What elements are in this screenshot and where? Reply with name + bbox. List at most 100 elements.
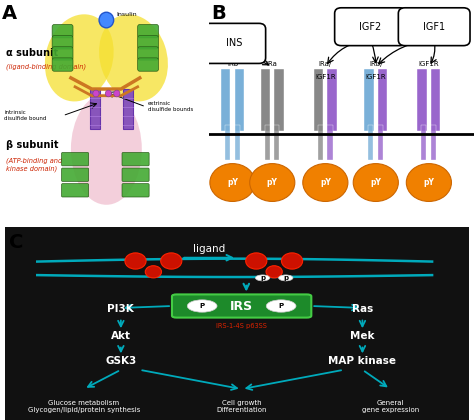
- Text: A: A: [2, 5, 17, 24]
- Text: IRS-1-4S p63SS: IRS-1-4S p63SS: [216, 323, 267, 329]
- Text: pY: pY: [227, 178, 238, 187]
- Bar: [225, 125, 230, 160]
- Text: IGF2: IGF2: [359, 22, 382, 32]
- FancyBboxPatch shape: [62, 184, 89, 197]
- FancyBboxPatch shape: [398, 8, 470, 46]
- Text: α subunit: α subunit: [6, 48, 58, 58]
- Circle shape: [255, 275, 270, 281]
- Circle shape: [279, 275, 293, 281]
- Bar: [261, 69, 270, 131]
- Text: INS: INS: [226, 38, 242, 48]
- FancyBboxPatch shape: [335, 8, 406, 46]
- Bar: [365, 69, 374, 131]
- FancyBboxPatch shape: [122, 168, 149, 181]
- Text: GSK3: GSK3: [105, 356, 137, 366]
- Text: B: B: [211, 5, 226, 24]
- Bar: [328, 69, 337, 131]
- Circle shape: [114, 90, 120, 97]
- Text: General
gene expression: General gene expression: [362, 400, 419, 413]
- Text: Ras: Ras: [352, 304, 373, 314]
- Text: IRS: IRS: [230, 299, 253, 312]
- FancyBboxPatch shape: [52, 47, 73, 60]
- Text: IRa: IRa: [267, 61, 278, 67]
- Ellipse shape: [45, 14, 114, 102]
- Circle shape: [353, 164, 398, 202]
- Text: pY: pY: [320, 178, 331, 187]
- Text: IGF1R: IGF1R: [365, 74, 386, 80]
- Text: IGF1R: IGF1R: [419, 61, 439, 67]
- Text: (ligand-binding domain): (ligand-binding domain): [6, 63, 86, 70]
- Text: (ATP-binding and
kinase domain): (ATP-binding and kinase domain): [6, 158, 63, 172]
- Text: P: P: [200, 303, 205, 309]
- Ellipse shape: [161, 253, 182, 269]
- Circle shape: [303, 164, 348, 202]
- Bar: [274, 69, 283, 131]
- FancyBboxPatch shape: [52, 36, 73, 49]
- Text: IRb: IRb: [227, 61, 238, 67]
- Text: IGF1: IGF1: [423, 22, 445, 32]
- Bar: [90, 89, 100, 129]
- Ellipse shape: [145, 266, 162, 278]
- Bar: [274, 125, 280, 160]
- Text: IRb/: IRb/: [369, 61, 383, 67]
- Text: intrinsic
disulfide bound: intrinsic disulfide bound: [4, 110, 46, 121]
- Text: β subunit: β subunit: [6, 140, 59, 150]
- Ellipse shape: [71, 94, 142, 205]
- Text: IGF1R: IGF1R: [315, 74, 336, 80]
- Bar: [123, 89, 134, 129]
- FancyBboxPatch shape: [137, 58, 158, 71]
- Text: Akt: Akt: [111, 331, 131, 341]
- Ellipse shape: [246, 253, 267, 269]
- Circle shape: [266, 300, 296, 312]
- Text: p: p: [283, 275, 288, 281]
- Bar: [421, 125, 426, 160]
- Circle shape: [99, 12, 114, 28]
- Bar: [368, 125, 373, 160]
- Ellipse shape: [266, 266, 283, 278]
- Ellipse shape: [125, 253, 146, 269]
- Bar: [235, 125, 240, 160]
- Bar: [418, 69, 427, 131]
- Circle shape: [93, 90, 99, 97]
- Text: PI3K: PI3K: [108, 304, 134, 314]
- FancyBboxPatch shape: [137, 24, 158, 38]
- Circle shape: [105, 90, 111, 97]
- Text: extrinsic
disulfide bounds: extrinsic disulfide bounds: [148, 102, 193, 112]
- FancyBboxPatch shape: [202, 24, 265, 63]
- Text: pY: pY: [370, 178, 381, 187]
- Bar: [318, 125, 323, 160]
- Text: Mek: Mek: [350, 331, 374, 341]
- Text: P: P: [279, 303, 284, 309]
- Text: p: p: [260, 275, 265, 281]
- FancyBboxPatch shape: [172, 294, 311, 318]
- Text: Cell growth
Differentiation: Cell growth Differentiation: [217, 400, 267, 413]
- FancyBboxPatch shape: [137, 47, 158, 60]
- FancyBboxPatch shape: [137, 36, 158, 49]
- Text: ligand: ligand: [193, 244, 225, 254]
- Ellipse shape: [282, 253, 302, 269]
- Circle shape: [406, 164, 451, 202]
- Ellipse shape: [99, 14, 168, 102]
- Text: pY: pY: [423, 178, 434, 187]
- Bar: [328, 125, 333, 160]
- FancyBboxPatch shape: [62, 152, 89, 166]
- Bar: [378, 125, 383, 160]
- Bar: [431, 69, 440, 131]
- Circle shape: [210, 164, 255, 202]
- Circle shape: [250, 164, 295, 202]
- FancyBboxPatch shape: [122, 184, 149, 197]
- FancyBboxPatch shape: [122, 152, 149, 166]
- Text: Insulin: Insulin: [117, 12, 137, 17]
- FancyBboxPatch shape: [62, 168, 89, 181]
- Text: MAP kinase: MAP kinase: [328, 356, 396, 366]
- Text: Glucose metabolism
Glycogen/lipid/protein synthesis: Glucose metabolism Glycogen/lipid/protei…: [27, 400, 140, 413]
- Bar: [221, 69, 230, 131]
- FancyBboxPatch shape: [52, 58, 73, 71]
- Text: C: C: [9, 233, 24, 252]
- Text: pY: pY: [267, 178, 278, 187]
- Bar: [235, 69, 244, 131]
- Bar: [378, 69, 387, 131]
- Text: IRa/: IRa/: [319, 61, 332, 67]
- Bar: [314, 69, 323, 131]
- FancyBboxPatch shape: [52, 24, 73, 38]
